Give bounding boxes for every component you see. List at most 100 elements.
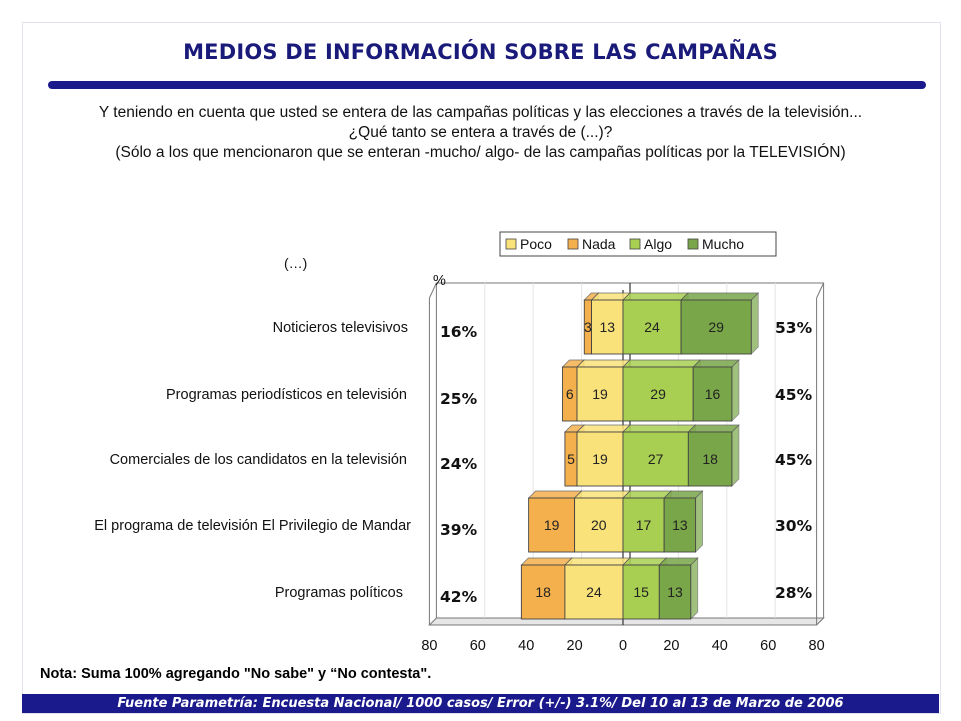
category-label: Programas políticos [275,585,403,601]
bar-mucho-label: 29 [708,319,724,335]
bar-poco [576,431,624,487]
bar-mucho-label: 13 [667,584,683,600]
bar-nada-label: 6 [566,386,574,402]
negative-total: 39% [440,521,478,539]
bar-algo-label: 17 [636,517,652,533]
bar-poco [576,366,624,422]
x-tick-label: 80 [421,638,437,654]
x-tick-label: 60 [760,638,776,654]
positive-total: 28% [775,584,813,602]
bar-nada-label: 19 [544,517,560,533]
bar-poco-top [576,359,631,368]
bar-mucho-top [680,292,760,301]
bar-mucho-side [690,557,699,620]
bar-mucho [692,366,733,422]
bar-nada-label: 5 [567,451,575,467]
plot-left-top-edge [428,282,437,299]
positive-total: 45% [775,386,813,404]
bar-mucho-side [695,490,703,553]
bar-algo-label: 15 [633,584,649,600]
negative-total: 24% [440,455,478,473]
negative-total: 42% [440,588,478,606]
bar-algo-top [622,557,668,566]
category-label: Noticieros televisivos [273,320,408,336]
legend-label-nada: Nada [582,236,616,252]
bar-algo-top [622,359,702,368]
x-tick-label: 40 [712,638,728,654]
bar-poco-top [573,490,631,499]
bar-poco-label: 13 [599,319,615,335]
bar-nada-top [527,490,583,499]
bar-mucho [663,497,697,553]
bar-poco [591,299,624,355]
bar-mucho-label: 16 [705,386,721,402]
bar-algo-label: 27 [648,451,664,467]
category-label: Comerciales de los candidatos en la tele… [110,452,407,468]
bar-algo [622,497,665,553]
source-footer: Fuente Parametría: Encuesta Nacional/ 10… [22,694,939,713]
bar-poco-label: 24 [586,584,602,600]
bar-mucho-top [687,424,740,433]
bar-algo-top [622,292,689,301]
bar-algo [622,564,660,620]
x-tick-label: 20 [567,638,583,654]
x-tick-label: 60 [470,638,486,654]
bar-mucho [687,431,733,487]
bar-mucho-top [692,359,740,368]
ellipsis-label: (…) [284,255,308,271]
bar-algo-top [622,424,697,433]
negative-total: 25% [440,390,478,408]
positive-total: 45% [775,451,813,469]
bar-poco-top [576,424,631,433]
legend-swatch-poco [505,238,517,250]
bar-poco [574,497,624,553]
bar-poco [564,564,624,620]
x-tick-label: 80 [809,638,825,654]
bar-algo-label: 24 [644,319,660,335]
bar-nada [528,497,576,553]
bar-mucho-side [731,359,740,422]
x-tick-label: 40 [518,638,534,654]
bar-nada [520,564,566,620]
negative-total: 16% [440,323,478,341]
bar-mucho [658,564,692,620]
bar-nada-label: 3 [584,319,592,335]
category-label: El programa de televisión El Privilegio … [94,518,411,534]
plot-right-top-edge [816,282,825,299]
legend-swatch-nada [567,238,579,250]
x-tick-label: 0 [619,638,627,654]
legend-swatch-algo [629,238,641,250]
question-line-1: Y teniendo en cuenta que usted se entera… [98,104,863,121]
survey-question: Y teniendo en cuenta que usted se entera… [0,103,961,163]
page-title: MEDIOS DE INFORMACIÓN SOBRE LAS CAMPAÑAS [183,40,778,64]
positive-total: 30% [775,517,813,535]
bar-nada-label: 18 [535,584,551,600]
y-axis-label: % [433,273,446,289]
slide-frame [22,22,941,714]
bar-mucho [680,299,752,355]
category-label: Programas periodísticos en televisión [166,387,407,403]
bar-mucho-side [731,424,740,487]
title-underline [48,81,926,89]
legend-box [499,231,777,257]
bar-poco-top [564,557,631,566]
legend-label-mucho: Mucho [702,236,744,252]
bar-poco-label: 20 [591,517,607,533]
legend-swatch-mucho [687,238,699,250]
question-line-2: ¿Qué tanto se entera a través de (...)? [348,124,613,141]
bar-algo [622,299,682,355]
question-line-3: (Sólo a los que mencionaron que se enter… [115,144,846,161]
note-text: Nota: Suma 100% agregando "No sabe" y “N… [40,666,432,682]
plot-floor [428,617,825,626]
bar-poco-label: 19 [592,451,608,467]
bar-mucho-label: 18 [702,451,718,467]
bar-algo-top [622,490,672,499]
bar-nada-top [520,557,573,566]
bar-mucho-label: 13 [672,517,688,533]
legend-label-poco: Poco [520,236,552,252]
bar-algo-label: 29 [650,386,666,402]
bar-mucho-side [750,292,759,355]
legend-label-algo: Algo [644,236,672,252]
bar-poco-label: 19 [592,386,608,402]
